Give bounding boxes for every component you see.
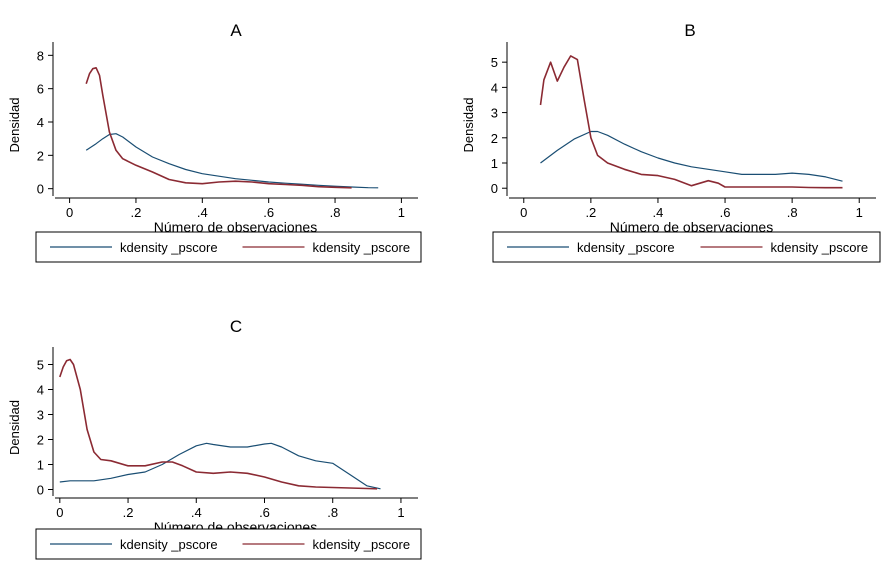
legend-label-2: kdensity _pscore bbox=[771, 240, 869, 255]
x-tick-label: .6 bbox=[720, 205, 731, 220]
legend-label-1: kdensity _pscore bbox=[120, 240, 218, 255]
y-tick-label: 5 bbox=[491, 55, 498, 70]
chart-panel-b: B 0 1 2 3 4 5 0 .2 .4 .6 .8 1 Número de observaciones… bbox=[461, 21, 881, 263]
x-axis-label: Número de observaciones bbox=[610, 219, 773, 235]
y-tick-label: 4 bbox=[37, 115, 44, 130]
y-tick-label: 2 bbox=[37, 433, 44, 448]
x-tick-label: 1 bbox=[856, 205, 863, 220]
y-tick-label: 0 bbox=[37, 483, 44, 498]
y-tick-label: 6 bbox=[37, 82, 44, 97]
chart-title: B bbox=[684, 21, 695, 40]
x-tick-label: .6 bbox=[263, 205, 274, 220]
y-axis-label: Densidad bbox=[7, 98, 22, 153]
series-line-1 bbox=[59, 442, 381, 490]
series-line-1 bbox=[85, 133, 379, 189]
x-tick-label: .4 bbox=[191, 505, 202, 520]
legend: kdensity _pscore kdensity _pscore bbox=[492, 231, 881, 263]
y-tick-label: 4 bbox=[491, 80, 498, 95]
legend: kdensity _pscore kdensity _pscore bbox=[35, 528, 422, 560]
legend-label-2: kdensity _pscore bbox=[313, 537, 411, 552]
x-tick-label: 0 bbox=[56, 505, 63, 520]
x-tick-label: .6 bbox=[259, 505, 270, 520]
x-tick-label: 1 bbox=[398, 205, 405, 220]
y-tick-label: 0 bbox=[491, 181, 498, 196]
x-tick-label: .2 bbox=[585, 205, 596, 220]
y-tick-label: 5 bbox=[37, 358, 44, 373]
y-tick-label: 3 bbox=[491, 106, 498, 121]
y-tick-label: 8 bbox=[37, 48, 44, 63]
x-tick-label: .8 bbox=[330, 205, 341, 220]
series-line-1 bbox=[540, 130, 843, 182]
y-axis-label: Densidad bbox=[7, 400, 22, 455]
y-tick-label: 2 bbox=[37, 148, 44, 163]
chart-title: C bbox=[230, 317, 242, 336]
y-tick-label: 0 bbox=[37, 182, 44, 197]
series-line-2 bbox=[85, 67, 352, 189]
x-tick-label: 0 bbox=[520, 205, 527, 220]
legend-label-2: kdensity _pscore bbox=[313, 240, 411, 255]
x-tick-label: .2 bbox=[131, 205, 142, 220]
x-tick-label: .2 bbox=[123, 505, 134, 520]
chart-title: A bbox=[230, 21, 242, 40]
x-tick-label: 0 bbox=[66, 205, 73, 220]
legend-label-1: kdensity _pscore bbox=[120, 537, 218, 552]
x-tick-label: .4 bbox=[653, 205, 664, 220]
x-tick-label: .8 bbox=[787, 205, 798, 220]
series-line-2 bbox=[59, 358, 378, 490]
chart-panel-a: A 0 2 4 6 8 0 .2 .4 .6 .8 1 Número de observaciones D… bbox=[7, 21, 422, 263]
x-tick-label: 1 bbox=[397, 505, 404, 520]
y-tick-label: 4 bbox=[37, 383, 44, 398]
legend-label-1: kdensity _pscore bbox=[577, 240, 675, 255]
x-tick-label: .4 bbox=[197, 205, 208, 220]
series-line-2 bbox=[539, 55, 843, 189]
y-axis-label: Densidad bbox=[461, 98, 476, 153]
y-tick-label: 1 bbox=[491, 156, 498, 171]
x-tick-label: .8 bbox=[327, 505, 338, 520]
x-axis-label: Número de observaciones bbox=[154, 219, 317, 235]
y-tick-label: 2 bbox=[491, 131, 498, 146]
y-tick-label: 3 bbox=[37, 408, 44, 423]
legend: kdensity _pscore kdensity _pscore bbox=[35, 231, 422, 263]
y-tick-label: 1 bbox=[37, 458, 44, 473]
